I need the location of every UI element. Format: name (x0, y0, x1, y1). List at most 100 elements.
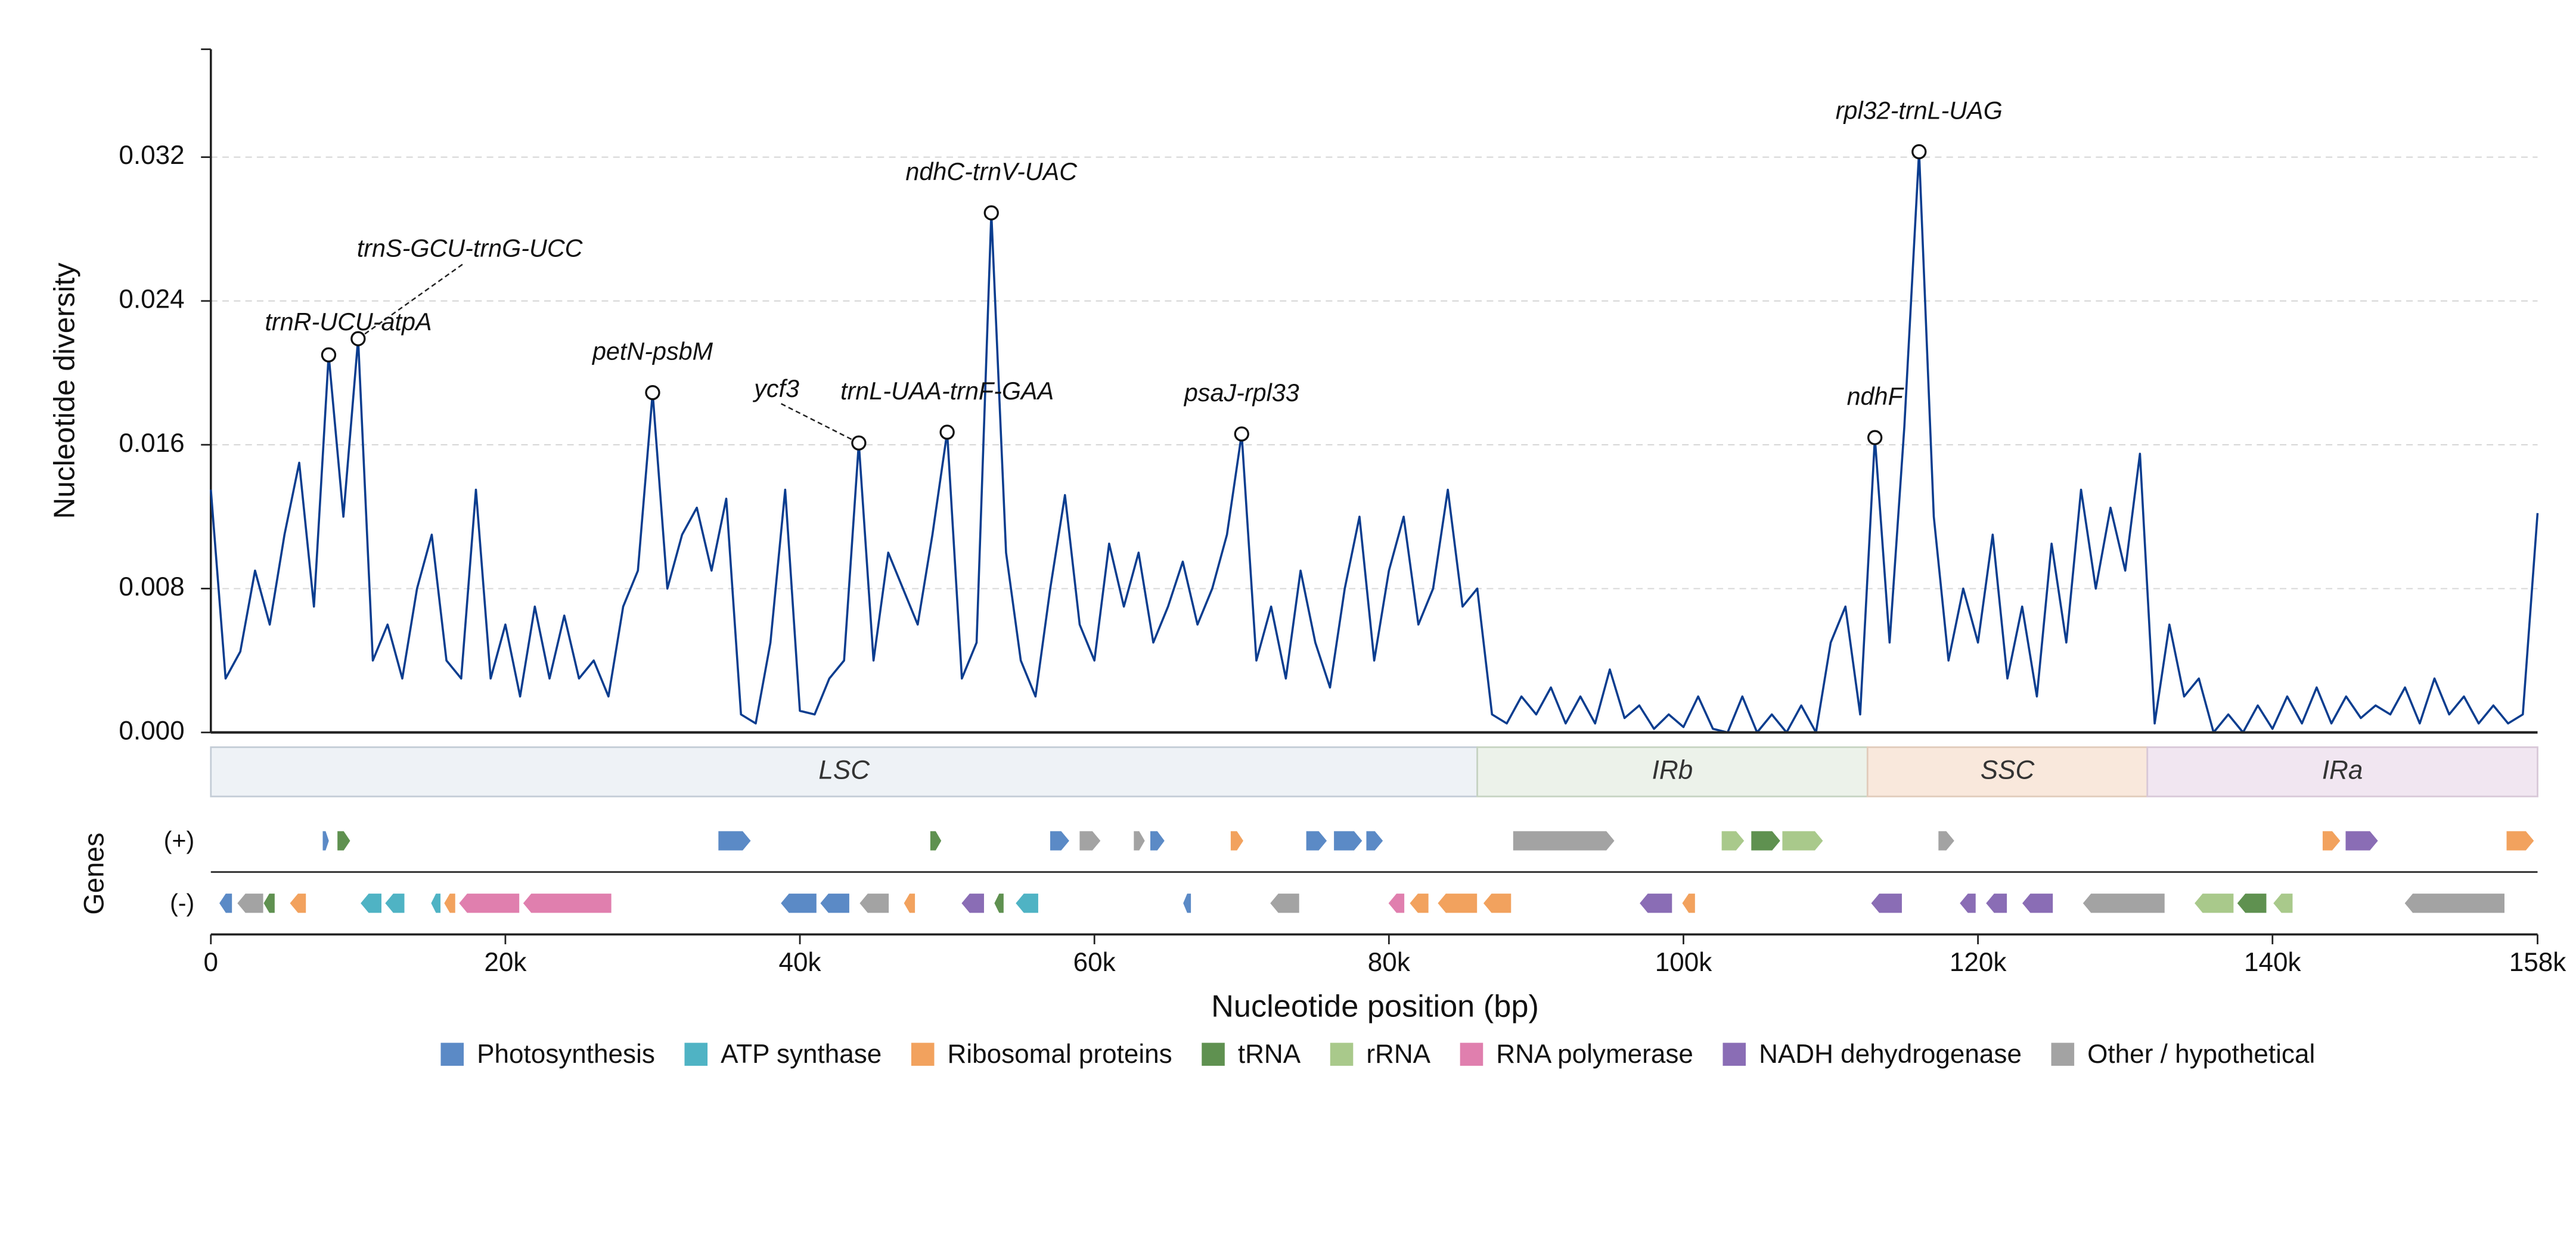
legend-swatch (1202, 1043, 1225, 1066)
region-label: IRa (2322, 755, 2363, 784)
gene (1985, 893, 2007, 914)
x-axis-title: Nucleotide position (bp) (1211, 989, 1539, 1024)
gene (219, 893, 233, 914)
y-tick-label: 0.024 (119, 285, 184, 314)
y-axis-title: Nucleotide diversity (47, 263, 80, 519)
gene (820, 893, 850, 914)
gene (1409, 893, 1429, 914)
legend-label: Other / hypothetical (2087, 1040, 2315, 1069)
gene (1150, 830, 1165, 851)
x-tick-label: 158k (2509, 948, 2567, 977)
gene (1015, 893, 1039, 914)
annotation-label: trnL-UAA-trnF-GAA (840, 377, 1054, 405)
annotation-label: ycf3 (752, 375, 799, 402)
y-tick-label: 0.032 (119, 141, 184, 170)
gene (237, 893, 264, 914)
annotation-marker (321, 347, 337, 363)
gene (780, 893, 817, 914)
annotation-marker (939, 424, 955, 440)
gene (1938, 830, 1955, 851)
gene (2345, 830, 2379, 851)
legend-label: Photosynthesis (477, 1040, 655, 1069)
gene (2273, 893, 2293, 914)
region-label: IRb (1652, 755, 1693, 784)
gene (289, 893, 307, 914)
annotation-marker (851, 435, 867, 451)
region-band (1476, 746, 1869, 798)
gene (1079, 830, 1101, 851)
region-band (210, 746, 1478, 798)
gene (263, 893, 275, 914)
annotation-marker (645, 385, 660, 401)
region-label: SSC (1981, 755, 2035, 784)
annotation-label: trnR-UCU-atpA (265, 308, 432, 336)
gene (1437, 893, 1478, 914)
annotation-marker (1867, 430, 1883, 445)
legend-swatch (1722, 1043, 1746, 1066)
legend-swatch (440, 1043, 464, 1066)
gene (2194, 893, 2234, 914)
legend-label: ATP synthase (721, 1040, 882, 1069)
legend-swatch (684, 1043, 708, 1066)
x-tick-label: 0 (204, 948, 219, 977)
gene (1959, 893, 1976, 914)
x-tick-label: 60k (1073, 948, 1116, 977)
x-tick-label: 80k (1368, 948, 1411, 977)
gene (1751, 830, 1781, 851)
x-tick-label: 140k (2244, 948, 2302, 977)
annotation-label: ndhC-trnV-UAC (905, 158, 1078, 185)
annotation-label: rpl32-trnL-UAG (1836, 97, 2003, 124)
gene (903, 893, 915, 914)
x-tick-label: 20k (484, 948, 527, 977)
diversity-line (209, 150, 2539, 734)
region-band (1866, 746, 2149, 798)
track-label: (+) (164, 827, 195, 854)
gene (337, 830, 351, 851)
gene (1270, 893, 1300, 914)
x-tick-label: 120k (1950, 948, 2007, 977)
gene (443, 893, 456, 914)
annotation-label: ndhF (1847, 383, 1905, 410)
gene (1482, 893, 1512, 914)
gene (384, 893, 405, 914)
annotation-label: trnS-GCU-trnG-UCC (357, 234, 584, 262)
gene (1230, 830, 1244, 851)
annotation-label: psaJ-rpl33 (1183, 379, 1299, 407)
legend-label: RNA polymerase (1496, 1040, 1693, 1069)
region-band (2146, 746, 2538, 798)
legend-label: rRNA (1366, 1040, 1430, 1069)
annotation-label: petN-psbM (591, 337, 713, 365)
gene (1639, 893, 1673, 914)
gene (2082, 893, 2165, 914)
gene (1333, 830, 1363, 851)
gene (994, 893, 1004, 914)
gene (1512, 830, 1615, 851)
gene (961, 893, 985, 914)
x-tick-label: 100k (1655, 948, 1713, 977)
gene (1782, 830, 1824, 851)
gene (1133, 830, 1146, 851)
legend-label: NADH dehydrogenase (1759, 1040, 2022, 1069)
gene (1721, 830, 1745, 851)
y-tick-label: 0.008 (119, 572, 184, 601)
gene (458, 893, 520, 914)
annotation-marker (1234, 426, 1249, 442)
gene (1870, 893, 1902, 914)
gene (2404, 893, 2505, 914)
region-label: LSC (818, 755, 870, 784)
gene (859, 893, 889, 914)
legend-swatch (1330, 1043, 1354, 1066)
gene (2021, 893, 2054, 914)
annotation-marker (350, 331, 366, 346)
legend-swatch (2051, 1043, 2075, 1066)
y-tick-label: 0.016 (119, 429, 184, 458)
gene (1050, 830, 1070, 851)
track-label: (-) (170, 889, 194, 917)
annotation-leader (358, 262, 465, 340)
gene (2506, 830, 2535, 851)
y-tick-label: 0.000 (119, 716, 184, 745)
gene (718, 830, 752, 851)
annotation-marker (983, 205, 999, 221)
gene (322, 830, 330, 851)
